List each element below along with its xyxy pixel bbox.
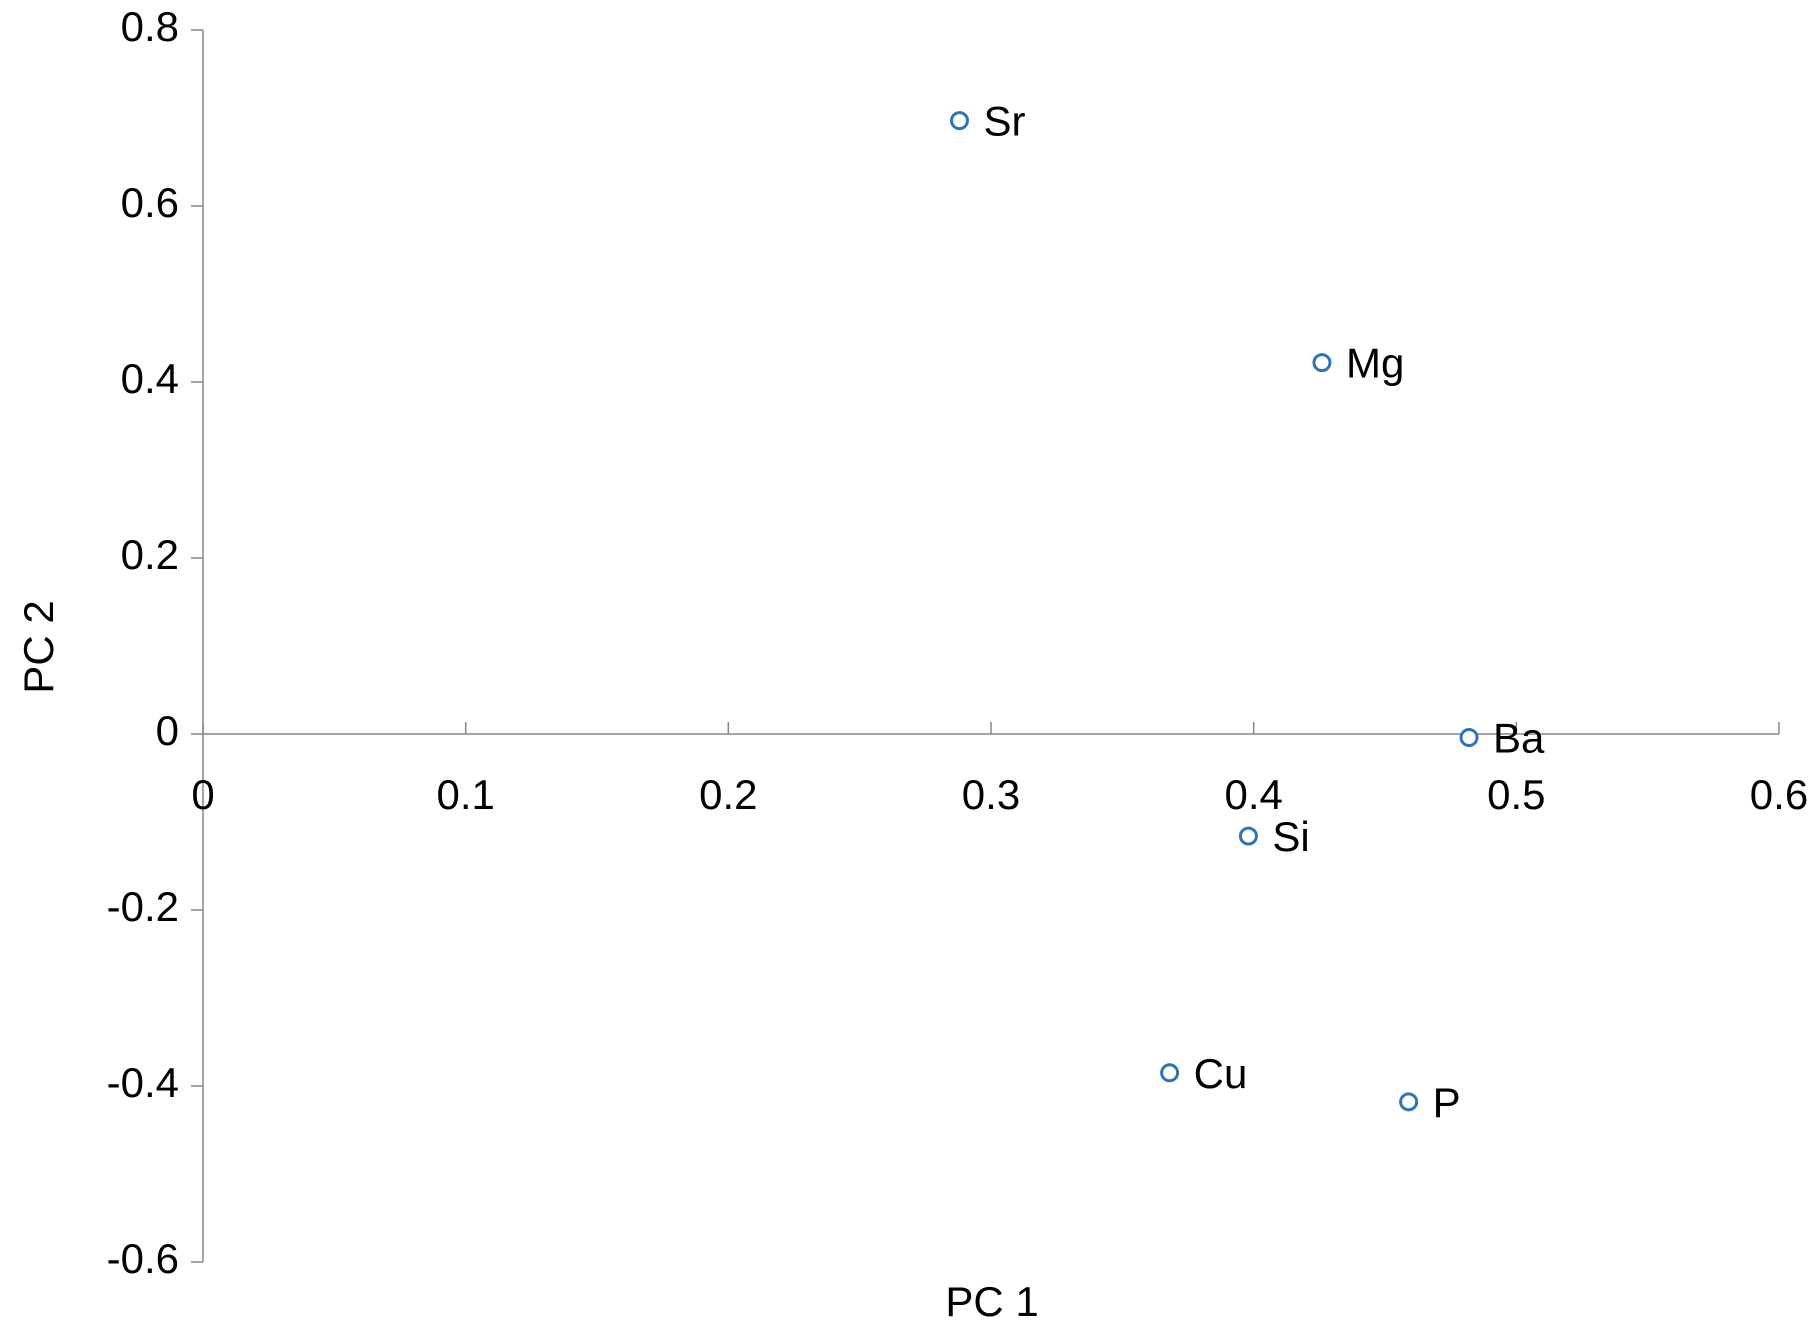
y-tick-label: 0 xyxy=(156,707,179,754)
x-axis-title: PC 1 xyxy=(945,1278,1038,1325)
point-label: P xyxy=(1433,1079,1461,1126)
point xyxy=(949,111,969,131)
point xyxy=(1238,826,1258,846)
y-tick-label: 0.4 xyxy=(121,355,179,402)
point-label: Mg xyxy=(1346,340,1404,387)
x-tick-label: 0.3 xyxy=(962,771,1020,818)
y-tick-label: -0.4 xyxy=(107,1059,179,1106)
point xyxy=(1459,728,1479,748)
point xyxy=(1160,1063,1180,1083)
point-label: Sr xyxy=(983,98,1025,145)
y-tick-label: -0.6 xyxy=(107,1235,179,1282)
x-tick-label: 0.1 xyxy=(436,771,494,818)
y-tick-label: 0.2 xyxy=(121,531,179,578)
x-tick-label: 0.5 xyxy=(1487,771,1545,818)
point xyxy=(1312,353,1332,373)
y-tick-label: 0.6 xyxy=(121,179,179,226)
x-tick-label: 0.2 xyxy=(699,771,757,818)
point-label: Ba xyxy=(1493,715,1545,762)
x-tick-label: 0.4 xyxy=(1224,771,1282,818)
y-tick-label: 0.8 xyxy=(121,3,179,50)
x-tick-label: 0.6 xyxy=(1750,771,1808,818)
point-label: Si xyxy=(1272,813,1309,860)
x-tick-label: 0 xyxy=(191,771,214,818)
point-label: Cu xyxy=(1194,1050,1248,1097)
y-axis-title: PC 2 xyxy=(15,600,62,693)
point xyxy=(1399,1092,1419,1112)
y-tick-label: -0.2 xyxy=(107,883,179,930)
